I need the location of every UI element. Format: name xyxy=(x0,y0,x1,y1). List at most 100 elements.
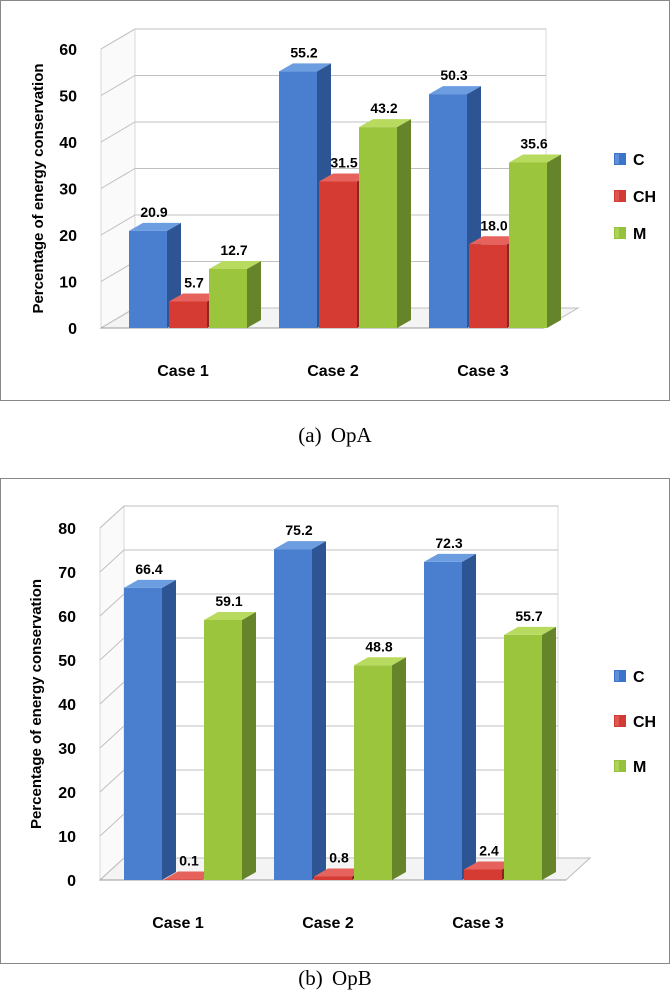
chart-panel-opa: 0 10 20 30 40 50 60 Percentage of energy conser… xyxy=(0,0,670,401)
bar-m-case-3 xyxy=(509,154,561,328)
legend-swatch-highlight-ch xyxy=(615,716,619,726)
data-label: 12.7 xyxy=(220,242,247,258)
legend-swatch-highlight-c xyxy=(615,671,619,681)
bar-c-case-1-front xyxy=(129,230,167,328)
caption-label: (a) xyxy=(298,423,322,447)
data-label: 72.3 xyxy=(435,535,462,551)
caption-name: OpB xyxy=(332,966,372,990)
x-category-label: Case 1 xyxy=(152,915,204,932)
data-label: 31.5 xyxy=(330,155,357,171)
bar-ch-case-2-front xyxy=(319,181,357,328)
x-category-label: Case 1 xyxy=(157,363,209,380)
data-label: 5.7 xyxy=(184,274,204,290)
bar-c-case-1-top xyxy=(129,222,181,231)
bar-m-case-2-top xyxy=(354,657,406,666)
bar-m-case-2-front xyxy=(359,127,397,329)
data-label: 0.1 xyxy=(179,853,199,869)
bar-ch-case-1-front xyxy=(164,879,202,881)
legend-label-c: C xyxy=(633,669,645,686)
bar-c-case-2 xyxy=(274,541,326,880)
y-axis-title: Percentage of energy conservation xyxy=(30,63,47,313)
caption-label: (b) xyxy=(298,966,323,990)
data-label: 0.8 xyxy=(329,849,349,865)
bar-ch-case-2-top xyxy=(314,868,366,877)
y-tick-label: 10 xyxy=(58,829,76,846)
bar-m-case-1-front xyxy=(204,619,242,880)
bar-m-case-2 xyxy=(354,657,406,880)
y-tick-label: 30 xyxy=(59,182,77,199)
bar-m-case-3-top xyxy=(509,154,561,163)
legend-label-c: C xyxy=(633,152,645,169)
bar-ch-case-1-top xyxy=(164,871,216,880)
bar-m-case-1-top xyxy=(204,611,256,620)
data-label: 50.3 xyxy=(440,67,467,83)
bar-m-case-2-top xyxy=(359,119,411,128)
data-label: 55.7 xyxy=(515,608,542,624)
bar-c-case-3-side xyxy=(462,553,476,880)
bar-c-case-1 xyxy=(124,579,176,880)
gridline xyxy=(100,75,546,96)
bar-ch-case-3-top xyxy=(469,236,521,245)
bar-m-case-1-side xyxy=(247,260,261,328)
y-tick-label: 20 xyxy=(58,785,76,802)
bar-ch-case-3-top xyxy=(464,861,516,870)
bar-c-case-3-front xyxy=(429,94,467,328)
caption-opb: (b) OpB xyxy=(0,966,670,991)
bar-ch-case-3-front xyxy=(464,869,502,880)
legend-label-m: M xyxy=(633,759,646,776)
bar-c-case-2-front xyxy=(279,71,317,328)
y-tick-label: 50 xyxy=(58,653,76,670)
caption-name: OpA xyxy=(330,423,372,447)
gridline xyxy=(99,549,558,573)
bar-m-case-2 xyxy=(359,119,411,329)
bar-c-case-3 xyxy=(424,553,476,880)
bar-c-case-3-top xyxy=(424,553,476,562)
bar-m-case-2-front xyxy=(354,665,392,880)
bar-c-case-3-top xyxy=(429,86,481,95)
chart-opb: 0 10 20 30 40 50 60 70 80 Percentage of energy co… xyxy=(28,504,656,932)
bar-m-case-2-side xyxy=(397,119,411,329)
y-tick-label: 10 xyxy=(59,275,77,292)
legend-label-ch: CH xyxy=(633,714,656,731)
bar-c-case-1-side xyxy=(162,579,176,880)
bar-m-case-3-side xyxy=(547,154,561,328)
bar-ch-case-2-front xyxy=(314,876,352,880)
bar-m-case-3 xyxy=(504,626,556,880)
bar-m-case-1-front xyxy=(209,268,247,328)
bar-m-case-3-front xyxy=(504,634,542,880)
bar-m-case-1 xyxy=(204,611,256,880)
bar-c-case-2-top xyxy=(274,541,326,550)
x-category-label: Case 3 xyxy=(457,363,509,380)
data-label: 2.4 xyxy=(479,842,499,858)
gridline xyxy=(99,505,558,529)
data-label: 35.6 xyxy=(520,135,547,151)
gridline xyxy=(100,28,546,50)
bar-ch-case-2-top xyxy=(319,173,371,182)
bar-m-case-1-top xyxy=(209,260,261,269)
y-axis-title: Percentage of energy conservation xyxy=(28,579,45,829)
legend-swatch-highlight-ch xyxy=(615,191,619,201)
data-label: 59.1 xyxy=(215,593,242,609)
y-tick-label: 40 xyxy=(58,697,76,714)
data-label: 66.4 xyxy=(135,561,162,577)
legend-label-m: M xyxy=(633,226,646,243)
x-category-label: Case 2 xyxy=(307,363,359,380)
legend-swatch-highlight-c xyxy=(615,154,619,164)
y-tick-label: 80 xyxy=(58,521,76,538)
data-label: 55.2 xyxy=(290,44,317,60)
bar-m-case-1 xyxy=(209,260,261,328)
bar-m-case-3-side xyxy=(542,626,556,880)
bar-c-case-2-top xyxy=(279,63,331,72)
chart-panel-opb: 0 10 20 30 40 50 60 70 80 Percentage of energy co… xyxy=(0,478,670,964)
x-category-label: Case 2 xyxy=(302,915,354,932)
bar-c-case-3-front xyxy=(424,561,462,880)
y-tick-label: 40 xyxy=(59,135,77,152)
bar-m-case-2-side xyxy=(392,657,406,880)
bar-c-case-1-front xyxy=(124,587,162,880)
data-label: 43.2 xyxy=(370,100,397,116)
y-tick-label: 60 xyxy=(58,609,76,626)
bar-c-case-1-top xyxy=(124,579,176,588)
data-label: 75.2 xyxy=(285,522,312,538)
data-label: 48.8 xyxy=(365,638,392,654)
y-tick-label: 50 xyxy=(59,89,77,106)
